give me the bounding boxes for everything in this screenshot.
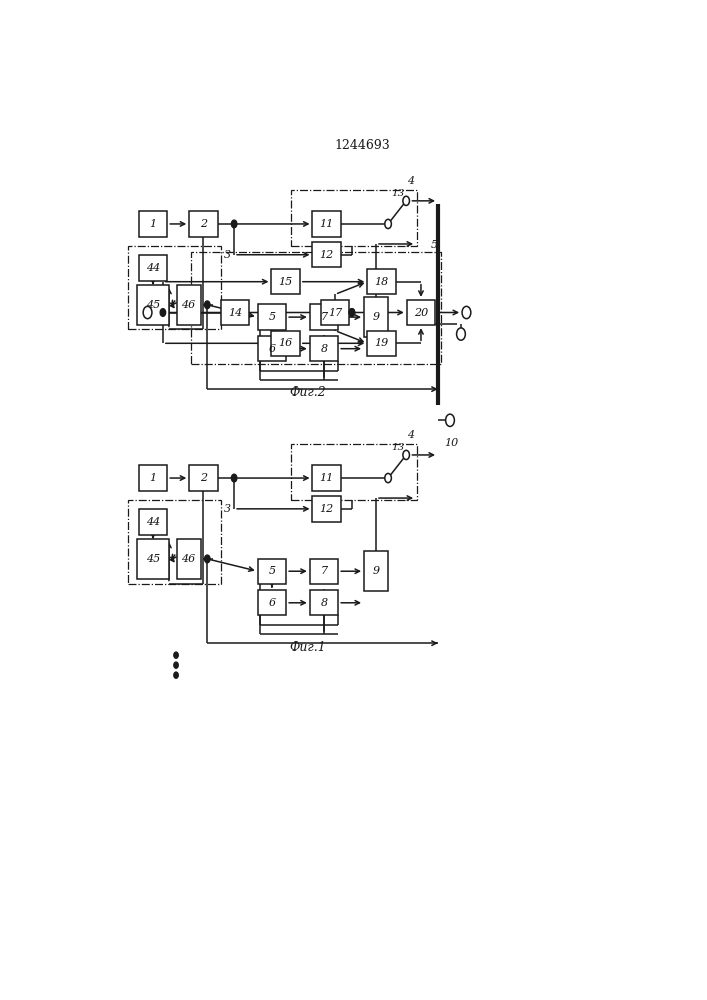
Bar: [321, 300, 349, 325]
Circle shape: [204, 555, 210, 563]
Circle shape: [462, 306, 471, 319]
Circle shape: [457, 328, 465, 340]
Circle shape: [349, 309, 355, 316]
Text: 17: 17: [328, 308, 342, 318]
Text: 7: 7: [320, 566, 327, 576]
Bar: [137, 539, 169, 579]
Bar: [312, 465, 341, 491]
Circle shape: [231, 474, 237, 482]
Bar: [364, 297, 388, 337]
Text: 3: 3: [223, 250, 231, 260]
Text: 20: 20: [414, 308, 428, 318]
Text: 5: 5: [431, 240, 438, 250]
Text: 9: 9: [373, 312, 380, 322]
Circle shape: [231, 220, 237, 228]
Text: 45: 45: [146, 300, 160, 310]
Circle shape: [174, 652, 178, 658]
Bar: [257, 559, 286, 584]
Text: 46: 46: [182, 300, 196, 310]
Text: 13: 13: [391, 189, 404, 198]
Text: 15: 15: [279, 277, 293, 287]
Text: 7: 7: [320, 312, 327, 322]
Bar: [312, 242, 341, 267]
Circle shape: [403, 450, 409, 460]
Bar: [128, 500, 221, 584]
Text: 13: 13: [391, 443, 404, 452]
Bar: [137, 285, 169, 325]
Bar: [257, 336, 286, 361]
Text: 12: 12: [320, 250, 334, 260]
Bar: [291, 444, 417, 500]
Bar: [139, 465, 168, 491]
Bar: [177, 285, 201, 325]
Text: 1: 1: [149, 219, 156, 229]
Bar: [189, 211, 218, 237]
Text: 16: 16: [279, 338, 293, 348]
Text: 9: 9: [373, 566, 380, 576]
Text: 19: 19: [375, 338, 389, 348]
Bar: [291, 190, 417, 246]
Text: 11: 11: [320, 473, 334, 483]
Text: 5: 5: [269, 312, 276, 322]
Text: 2: 2: [200, 473, 207, 483]
Circle shape: [445, 414, 455, 426]
Text: 5: 5: [269, 566, 276, 576]
Text: 12: 12: [320, 504, 334, 514]
Text: 14: 14: [228, 308, 243, 318]
Bar: [310, 304, 338, 330]
Text: 1: 1: [149, 473, 156, 483]
Circle shape: [385, 219, 392, 229]
Circle shape: [144, 306, 152, 319]
Text: 45: 45: [146, 554, 160, 564]
Text: 2: 2: [200, 219, 207, 229]
Bar: [364, 551, 388, 591]
Bar: [367, 331, 396, 356]
Bar: [189, 465, 218, 491]
Bar: [310, 590, 338, 615]
Circle shape: [174, 662, 178, 668]
Text: 10: 10: [445, 438, 459, 448]
Text: 44: 44: [146, 263, 160, 273]
Text: 46: 46: [182, 554, 196, 564]
Bar: [271, 331, 300, 356]
Bar: [139, 509, 168, 535]
Bar: [257, 590, 286, 615]
Bar: [310, 559, 338, 584]
Text: 1244693: 1244693: [334, 139, 390, 152]
Text: 6: 6: [269, 598, 276, 608]
Circle shape: [174, 672, 178, 678]
Bar: [139, 255, 168, 281]
Text: 44: 44: [146, 517, 160, 527]
Text: 3: 3: [223, 504, 231, 514]
Text: 6: 6: [269, 344, 276, 354]
Circle shape: [160, 309, 165, 316]
Text: Фиг.1: Фиг.1: [289, 641, 326, 654]
Bar: [192, 252, 440, 364]
Text: Фиг.2: Фиг.2: [289, 386, 326, 399]
Text: 11: 11: [320, 219, 334, 229]
Circle shape: [204, 301, 210, 309]
Bar: [139, 211, 168, 237]
Bar: [177, 539, 201, 579]
Bar: [221, 300, 250, 325]
Circle shape: [385, 473, 392, 483]
Bar: [312, 211, 341, 237]
Bar: [407, 300, 436, 325]
Bar: [271, 269, 300, 294]
Text: 8: 8: [320, 598, 327, 608]
Bar: [312, 496, 341, 522]
Bar: [257, 304, 286, 330]
Bar: [310, 336, 338, 361]
Bar: [128, 246, 221, 329]
Text: 18: 18: [375, 277, 389, 287]
Circle shape: [403, 196, 409, 205]
Circle shape: [349, 309, 355, 316]
Bar: [367, 269, 396, 294]
Text: 4: 4: [407, 430, 414, 440]
Text: 4: 4: [407, 176, 414, 186]
Text: 8: 8: [320, 344, 327, 354]
